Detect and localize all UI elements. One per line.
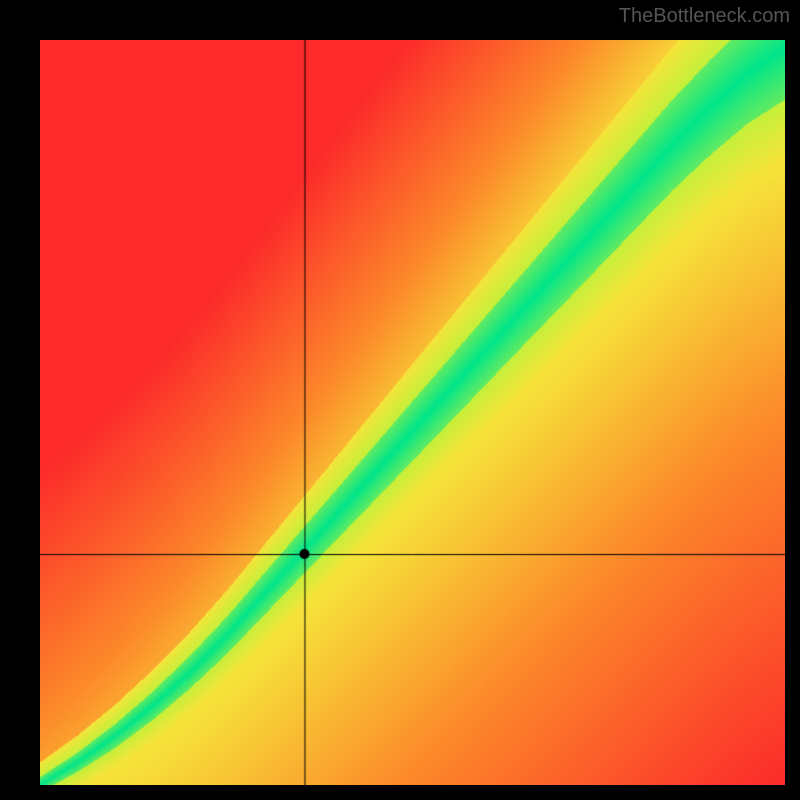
bottleneck-heatmap — [40, 40, 785, 785]
chart-frame — [0, 0, 800, 800]
watermark-text: TheBottleneck.com — [619, 5, 790, 28]
